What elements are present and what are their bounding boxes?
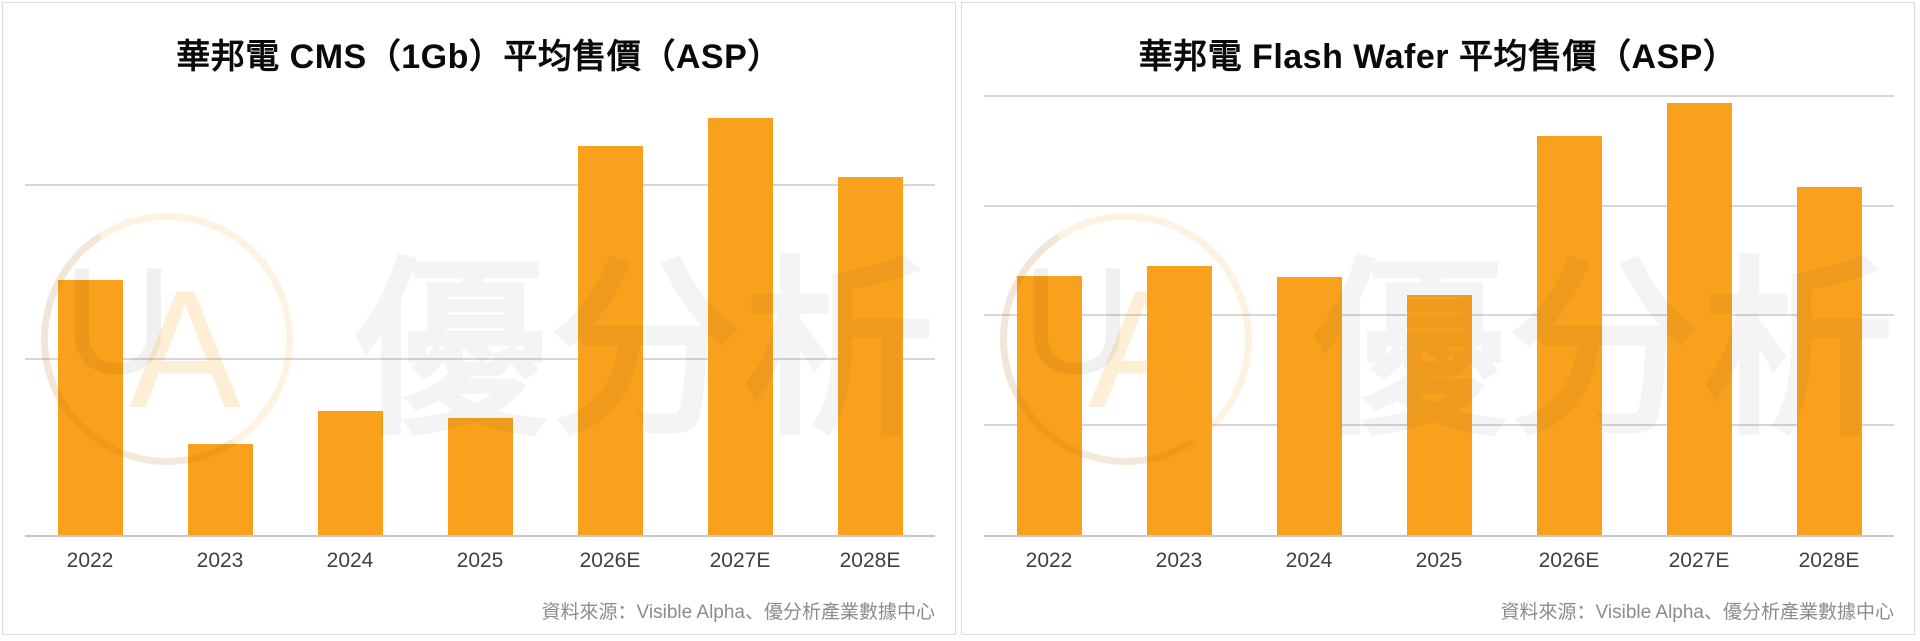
bar-2022 <box>57 280 123 535</box>
gridline <box>25 358 935 361</box>
chart-card-cms-asp: U A 優分析 華邦電 CMS（1Gb）平均售價（ASP） 2022202320… <box>2 2 956 635</box>
x-tick-label: 2023 <box>196 549 244 572</box>
gridline <box>984 95 1894 98</box>
chart-card-flash-wafer-asp: U A 優分析 華邦電 Flash Wafer 平均售價（ASP） 202220… <box>961 2 1915 635</box>
bar-2027E <box>1666 102 1732 535</box>
x-tick-label: 2027E <box>709 549 771 572</box>
plot-area <box>984 83 1894 537</box>
x-tick-label: 2026E <box>1538 549 1600 572</box>
bar-2024 <box>1276 276 1342 535</box>
bar-2028E <box>1796 186 1862 535</box>
source-attribution: 資料來源：Visible Alpha、優分析產業數據中心 <box>1500 602 1894 623</box>
x-tick-label: 2024 <box>1285 549 1333 572</box>
x-tick-label: 2025 <box>456 549 504 572</box>
gridline <box>984 204 1894 207</box>
x-tick-label: 2025 <box>1415 549 1463 572</box>
x-tick-label: 2024 <box>326 549 374 572</box>
x-tick-label: 2022 <box>1025 549 1073 572</box>
x-axis: 2022 2023 2024 2025 2026E 2027E 2028E <box>984 549 1894 573</box>
x-tick-label: 2028E <box>1798 549 1860 572</box>
chart-title: 華邦電 CMS（1Gb）平均售價（ASP） <box>176 38 782 76</box>
x-tick-label: 2026E <box>579 549 641 572</box>
source-attribution: 資料來源：Visible Alpha、優分析產業數據中心 <box>541 602 935 623</box>
bar-2023 <box>1146 265 1212 535</box>
x-axis: 2022 2023 2024 2025 2026E 2027E 2028E <box>25 549 935 573</box>
bar-2025 <box>447 418 513 535</box>
bar-2024 <box>317 411 383 535</box>
bar-2022 <box>1016 275 1082 535</box>
x-tick-label: 2027E <box>1668 549 1730 572</box>
x-axis-line <box>984 535 1894 537</box>
x-axis-line <box>25 535 935 537</box>
plot-area <box>25 88 935 537</box>
chart-title: 華邦電 Flash Wafer 平均售價（ASP） <box>1138 38 1738 76</box>
bar-2026E <box>577 145 643 535</box>
bar-2028E <box>837 177 903 535</box>
gridline <box>25 183 935 186</box>
bar-2023 <box>187 444 253 535</box>
bar-2027E <box>707 117 773 535</box>
bar-2026E <box>1536 135 1602 535</box>
x-tick-label: 2028E <box>839 549 901 572</box>
x-tick-label: 2022 <box>66 549 114 572</box>
x-tick-label: 2023 <box>1155 549 1203 572</box>
bar-2025 <box>1406 295 1472 535</box>
